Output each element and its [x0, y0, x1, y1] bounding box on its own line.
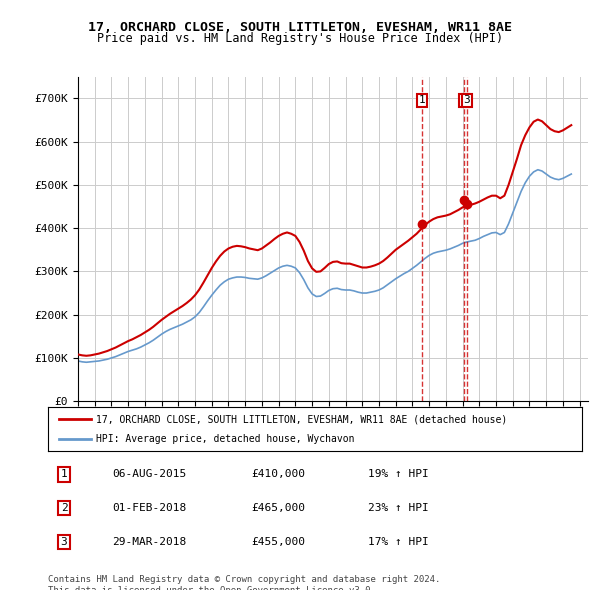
Text: 3: 3 [61, 537, 67, 547]
Text: 17, ORCHARD CLOSE, SOUTH LITTLETON, EVESHAM, WR11 8AE (detached house): 17, ORCHARD CLOSE, SOUTH LITTLETON, EVES… [96, 415, 508, 424]
Text: 1: 1 [61, 470, 67, 480]
Text: £410,000: £410,000 [251, 470, 305, 480]
Text: 3: 3 [463, 96, 470, 106]
Text: 06-AUG-2015: 06-AUG-2015 [112, 470, 187, 480]
Text: £455,000: £455,000 [251, 537, 305, 547]
Text: 2: 2 [461, 96, 467, 106]
Text: 2: 2 [61, 503, 67, 513]
Text: Contains HM Land Registry data © Crown copyright and database right 2024.
This d: Contains HM Land Registry data © Crown c… [48, 575, 440, 590]
Text: HPI: Average price, detached house, Wychavon: HPI: Average price, detached house, Wych… [96, 434, 355, 444]
Text: 17% ↑ HPI: 17% ↑ HPI [368, 537, 429, 547]
Text: 23% ↑ HPI: 23% ↑ HPI [368, 503, 429, 513]
Text: 1: 1 [419, 96, 425, 106]
Text: 29-MAR-2018: 29-MAR-2018 [112, 537, 187, 547]
Text: 17, ORCHARD CLOSE, SOUTH LITTLETON, EVESHAM, WR11 8AE: 17, ORCHARD CLOSE, SOUTH LITTLETON, EVES… [88, 21, 512, 34]
Text: 01-FEB-2018: 01-FEB-2018 [112, 503, 187, 513]
Text: 19% ↑ HPI: 19% ↑ HPI [368, 470, 429, 480]
Text: Price paid vs. HM Land Registry's House Price Index (HPI): Price paid vs. HM Land Registry's House … [97, 32, 503, 45]
Text: £465,000: £465,000 [251, 503, 305, 513]
